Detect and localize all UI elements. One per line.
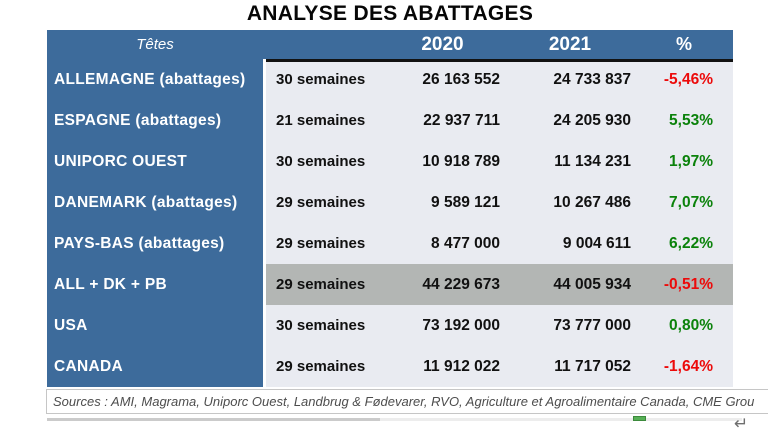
- table-row: PAYS-BAS (abattages) 29 semaines 8 477 0…: [47, 223, 733, 264]
- table-body: ALLEMAGNE (abattages) 30 semaines 26 163…: [47, 59, 733, 387]
- weeks-cell: 21 semaines: [263, 100, 380, 141]
- value-2021-cell: 10 267 486: [505, 182, 635, 223]
- country-cell: USA: [47, 305, 263, 346]
- country-cell: CANADA: [47, 346, 263, 387]
- country-cell: DANEMARK (abattages): [47, 182, 263, 223]
- weeks-cell: 29 semaines: [263, 223, 380, 264]
- header-2021: 2021: [548, 33, 592, 55]
- table-row-total: ALL + DK + PB 29 semaines 44 229 673 44 …: [47, 264, 733, 305]
- percent-cell: -1,64%: [635, 346, 733, 387]
- value-2020-cell: 26 163 552: [380, 59, 505, 100]
- value-2020-cell: 22 937 711: [380, 100, 505, 141]
- value-2021-cell: 11 717 052: [505, 346, 635, 387]
- value-2020-cell: 44 229 673: [380, 264, 505, 305]
- table-header-row: Têtes 2020 2021 %: [47, 30, 733, 59]
- value-2020-cell: 10 918 789: [380, 141, 505, 182]
- percent-cell: 1,97%: [635, 141, 733, 182]
- value-2021-cell: 24 733 837: [505, 59, 635, 100]
- value-2021-cell: 73 777 000: [505, 305, 635, 346]
- value-2021-cell: 44 005 934: [505, 264, 635, 305]
- table-row: ESPAGNE (abattages) 21 semaines 22 937 7…: [47, 100, 733, 141]
- weeks-cell: 30 semaines: [263, 305, 380, 346]
- percent-cell: 7,07%: [635, 182, 733, 223]
- weeks-cell: 30 semaines: [263, 59, 380, 100]
- value-2020-cell: 73 192 000: [380, 305, 505, 346]
- value-2021-cell: 24 205 930: [505, 100, 635, 141]
- value-2021-cell: 9 004 611: [505, 223, 635, 264]
- weeks-cell: 29 semaines: [263, 264, 380, 305]
- green-marker: [633, 416, 646, 421]
- country-cell: UNIPORC OUEST: [47, 141, 263, 182]
- percent-cell: 6,22%: [635, 223, 733, 264]
- header-2020: 2020: [421, 33, 464, 55]
- header-percent: %: [675, 34, 692, 54]
- page-title: ANALYSE DES ABATTAGES: [246, 2, 534, 25]
- value-2021-cell: 11 134 231: [505, 141, 635, 182]
- horizontal-rule: [47, 418, 742, 421]
- percent-cell: -0,51%: [635, 264, 733, 305]
- country-cell: ALLEMAGNE (abattages): [47, 59, 263, 100]
- percent-cell: -5,46%: [635, 59, 733, 100]
- weeks-cell: 30 semaines: [263, 141, 380, 182]
- table-row: ALLEMAGNE (abattages) 30 semaines 26 163…: [47, 59, 733, 100]
- country-cell: PAYS-BAS (abattages): [47, 223, 263, 264]
- table-row: CANADA 29 semaines 11 912 022 11 717 052…: [47, 346, 733, 387]
- country-cell: ESPAGNE (abattages): [47, 100, 263, 141]
- value-2020-cell: 8 477 000: [380, 223, 505, 264]
- weeks-cell: 29 semaines: [263, 346, 380, 387]
- scrollbar-thumb: [47, 418, 380, 421]
- table-row: USA 30 semaines 73 192 000 73 777 000 0,…: [47, 305, 733, 346]
- value-2020-cell: 11 912 022: [380, 346, 505, 387]
- value-2020-cell: 9 589 121: [380, 182, 505, 223]
- table-row: DANEMARK (abattages) 29 semaines 9 589 1…: [47, 182, 733, 223]
- percent-cell: 0,80%: [635, 305, 733, 346]
- weeks-cell: 29 semaines: [263, 182, 380, 223]
- sources-note: Sources : AMI, Magrama, Uniporc Ouest, L…: [46, 389, 768, 414]
- table-row: UNIPORC OUEST 30 semaines 10 918 789 11 …: [47, 141, 733, 182]
- slaughter-analysis-table: Têtes 2020 2021 % ALLEMAGNE (abattages) …: [47, 30, 733, 387]
- header-tetes: Têtes: [136, 36, 174, 53]
- return-mark-icon: ↵: [734, 414, 749, 434]
- percent-cell: 5,53%: [635, 100, 733, 141]
- country-cell: ALL + DK + PB: [47, 264, 263, 305]
